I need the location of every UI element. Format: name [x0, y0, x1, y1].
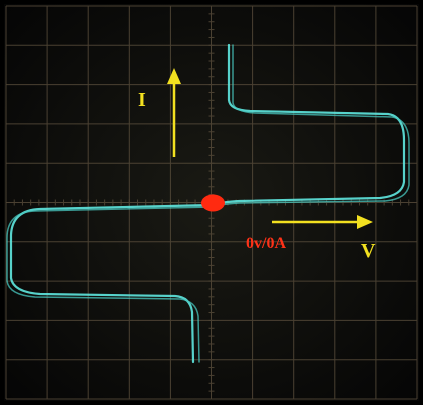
current-label: I	[138, 89, 146, 111]
origin-dot	[201, 195, 225, 212]
oscilloscope-screen: I V 0v/0A	[0, 0, 423, 405]
page: I V 0v/0A (() => { const data = JSON.par…	[0, 0, 423, 405]
origin-label: 0v/0A	[246, 235, 286, 252]
voltage-label: V	[361, 240, 376, 262]
